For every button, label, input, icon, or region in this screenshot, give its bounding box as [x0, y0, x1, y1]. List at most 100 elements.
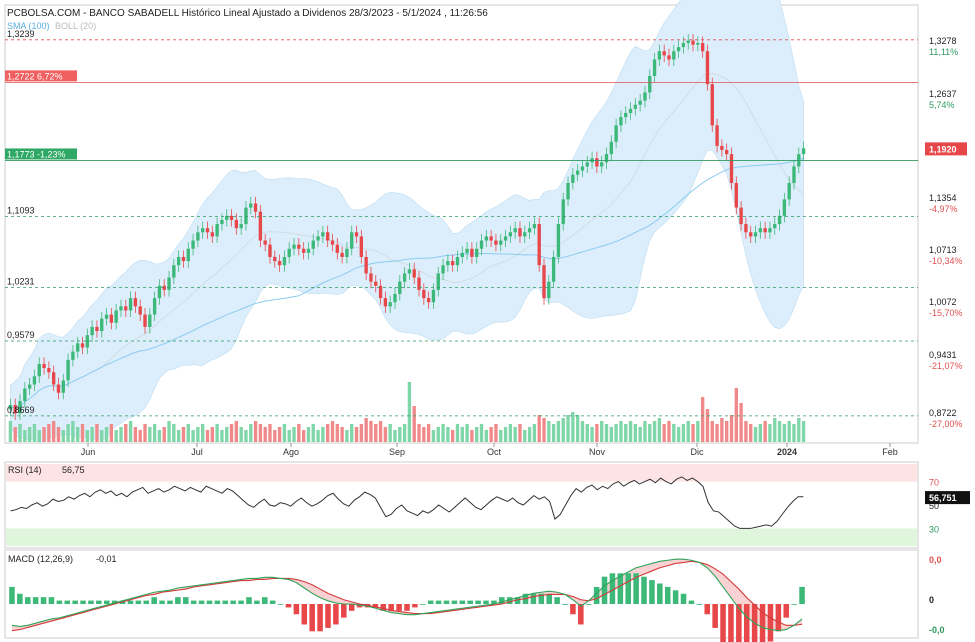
candle — [422, 289, 426, 299]
price-scale-pct: -27,00% — [929, 419, 963, 429]
candle — [744, 224, 748, 233]
macd-histogram-bar — [190, 600, 197, 604]
candle — [720, 145, 724, 151]
candle — [561, 199, 565, 225]
candle — [287, 248, 291, 257]
macd-histogram-bar — [649, 580, 655, 604]
volume-bar — [753, 427, 758, 442]
macd-histogram-bar — [143, 600, 150, 604]
price-scale-value: 1,3278 — [929, 36, 957, 46]
candle — [316, 236, 320, 241]
candle — [8, 405, 13, 410]
volume-bar — [133, 427, 138, 442]
volume-bar — [119, 427, 123, 442]
candle — [229, 215, 234, 220]
candle — [330, 240, 335, 245]
candle — [696, 43, 700, 45]
candle — [181, 256, 186, 262]
candle — [124, 306, 128, 311]
candle — [128, 298, 133, 311]
reference-label-box — [5, 148, 77, 160]
volume-bar — [297, 424, 301, 442]
volume-bar — [575, 415, 580, 442]
candle — [417, 277, 421, 290]
volume-bar — [157, 430, 162, 442]
volume-bar — [705, 409, 710, 442]
macd-histogram-bar — [420, 604, 426, 605]
volume-bar — [27, 427, 32, 442]
candle — [32, 376, 37, 385]
candle — [388, 302, 392, 307]
candle — [374, 281, 378, 286]
candle — [773, 224, 777, 229]
candle — [648, 75, 652, 93]
reference-label: 1,1093 — [7, 205, 35, 215]
volume-bar — [513, 427, 517, 442]
volume-bar — [595, 424, 599, 442]
volume-bar — [47, 424, 51, 442]
candle — [306, 248, 311, 253]
macd-histogram-bar — [175, 597, 181, 604]
rsi-title: RSI (14) — [8, 465, 42, 475]
rsi-current-value: 56,751 — [929, 493, 957, 503]
price-layer — [8, 0, 806, 443]
macd-histogram-bar — [585, 604, 592, 605]
candle — [176, 256, 181, 266]
candle — [359, 236, 364, 257]
candle — [95, 326, 99, 332]
macd-histogram-bar — [198, 600, 205, 604]
volume-bar — [321, 427, 325, 442]
volume-bar — [378, 421, 383, 442]
chart-title: PCBOLSA.COM - BANCO SABADELL Histórico L… — [7, 8, 488, 19]
candle — [186, 248, 190, 262]
volume-bar — [301, 430, 306, 442]
macd-histogram-bar — [356, 604, 363, 608]
candle — [90, 326, 94, 336]
macd-histogram-bar — [262, 597, 268, 604]
volume-bar — [503, 427, 508, 442]
x-axis: Jun Jul Ago Sep Oct Nov Dic 2024 Feb — [81, 443, 898, 457]
candle — [100, 318, 104, 332]
candle — [258, 211, 263, 241]
volume-bar — [681, 424, 686, 442]
candle — [614, 125, 618, 142]
macd-histogram-bar — [609, 573, 616, 604]
candle — [234, 219, 239, 229]
candle — [292, 244, 296, 249]
volume-bar — [104, 427, 109, 442]
candle — [311, 240, 315, 249]
candle — [321, 232, 325, 237]
candle — [619, 117, 623, 126]
volume-bar — [585, 424, 589, 442]
macd-line — [11, 558, 803, 632]
macd-histogram-bar — [111, 600, 118, 604]
volume-bar — [364, 418, 368, 442]
volume-bar — [547, 421, 551, 442]
candle — [85, 335, 90, 348]
volume-bar — [277, 427, 282, 442]
volume-bar — [551, 424, 556, 442]
volume-bar — [494, 424, 498, 442]
volume-bar — [556, 421, 561, 442]
candle — [705, 51, 710, 85]
volume-bar — [484, 430, 489, 442]
macd-histogram-bar — [183, 597, 189, 604]
volume-bar — [210, 427, 214, 442]
volume-bar — [201, 424, 205, 442]
candle — [542, 265, 546, 299]
volume-bar — [734, 388, 738, 442]
macd-histogram-bar — [222, 600, 229, 604]
candle — [571, 174, 575, 183]
volume-bar — [566, 415, 570, 442]
macd-histogram-bar — [736, 604, 742, 642]
volume-bar — [32, 424, 37, 442]
candle — [475, 248, 479, 257]
candle — [354, 232, 359, 237]
candle — [335, 244, 339, 253]
macd-histogram-bar — [491, 600, 497, 604]
volume-bar — [335, 424, 339, 442]
candle — [27, 384, 32, 389]
candle — [691, 40, 695, 45]
macd-histogram-bar — [167, 600, 173, 604]
